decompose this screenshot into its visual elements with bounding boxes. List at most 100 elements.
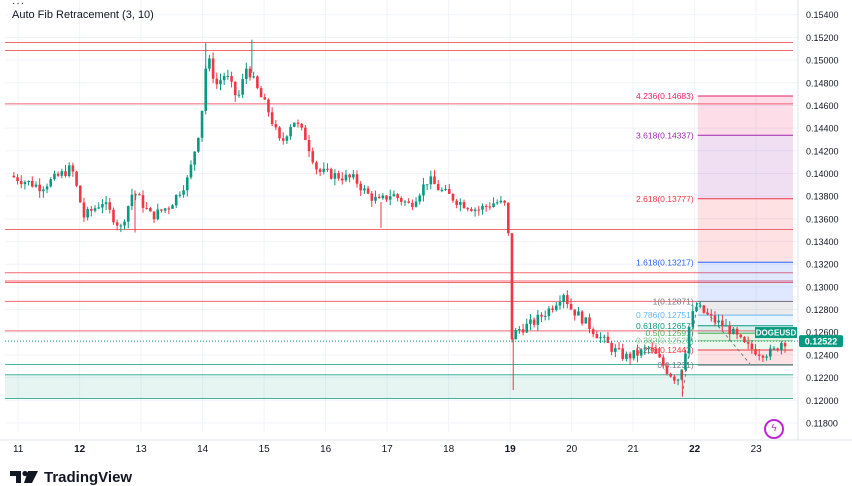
fib-level-label: 0.236(0.12443) bbox=[636, 345, 694, 355]
candle-body bbox=[115, 222, 119, 226]
candle-body bbox=[108, 202, 112, 210]
candle-body bbox=[45, 186, 49, 190]
candle-body bbox=[156, 209, 160, 220]
candle-body bbox=[296, 122, 300, 124]
candle-body bbox=[687, 326, 691, 354]
candle-body bbox=[750, 343, 754, 350]
time-tick-label: 21 bbox=[628, 444, 640, 455]
candle-body bbox=[396, 194, 399, 199]
price-tick-label: 0.12800 bbox=[806, 305, 839, 315]
candle-body bbox=[673, 376, 676, 381]
candle-body bbox=[772, 348, 776, 350]
current-price-badge bbox=[799, 335, 843, 348]
candle-body bbox=[27, 180, 30, 183]
candle-body bbox=[444, 188, 447, 190]
candle-body bbox=[746, 342, 750, 344]
candle-body bbox=[436, 184, 440, 191]
candle-body bbox=[381, 195, 385, 199]
candle-body bbox=[200, 110, 204, 138]
fib-band bbox=[697, 340, 793, 351]
candle-body bbox=[304, 127, 307, 141]
candle-body bbox=[30, 180, 34, 187]
candle-body bbox=[510, 233, 514, 340]
indicator-menu-dots[interactable]: ··· bbox=[12, 0, 25, 9]
candle-body bbox=[311, 151, 315, 163]
candle-body bbox=[595, 334, 599, 339]
candle-body bbox=[93, 208, 97, 211]
candle-body bbox=[222, 76, 226, 81]
candle-body bbox=[82, 202, 86, 218]
time-tick-label: 23 bbox=[751, 444, 763, 455]
candle-body bbox=[599, 337, 602, 339]
candle-body bbox=[388, 196, 392, 200]
fib-extension-drawing: 4.236(0.14683) 3.618(0.14337) 2.618(0.1377… bbox=[636, 91, 793, 395]
candle-body bbox=[248, 68, 252, 78]
candle-body bbox=[477, 209, 481, 211]
candle-body bbox=[588, 317, 591, 330]
fib-band bbox=[697, 315, 793, 326]
symbol-badge[interactable] bbox=[755, 327, 797, 339]
candle-body bbox=[359, 183, 363, 191]
candle-body bbox=[56, 173, 60, 176]
fib-level-label: 4.236(0.14683) bbox=[636, 91, 694, 101]
price-tick-label: 0.14800 bbox=[806, 78, 839, 88]
candle-body bbox=[403, 201, 407, 203]
fib-band bbox=[697, 333, 793, 341]
candle-body bbox=[459, 202, 462, 205]
candle-body bbox=[706, 312, 709, 315]
candle-body bbox=[385, 195, 388, 200]
candle-body bbox=[112, 209, 115, 223]
candle-body bbox=[263, 97, 267, 100]
candle-body bbox=[721, 320, 724, 327]
candle-body bbox=[189, 164, 193, 178]
candle-body bbox=[636, 350, 639, 356]
candle-body bbox=[167, 208, 171, 210]
candle-body bbox=[34, 184, 38, 187]
flash-icon[interactable]: ϟ bbox=[764, 419, 784, 439]
candle-body bbox=[97, 207, 101, 209]
price-tick-label: 0.14600 bbox=[806, 101, 839, 111]
candle-body bbox=[591, 329, 595, 335]
price-tick-label: 0.13200 bbox=[806, 260, 839, 270]
tradingview-logo: TradingView bbox=[10, 469, 132, 486]
candle-body bbox=[307, 140, 311, 152]
candle-body bbox=[451, 193, 455, 201]
candle-body bbox=[337, 173, 340, 179]
candle-body bbox=[614, 348, 617, 352]
price-tick-label: 0.12600 bbox=[806, 328, 839, 338]
candle-body bbox=[300, 123, 303, 128]
candle-body bbox=[329, 169, 333, 179]
candle-body bbox=[554, 305, 558, 310]
candle-body bbox=[783, 343, 787, 347]
candle-body bbox=[669, 373, 672, 377]
price-tick-label: 0.13400 bbox=[806, 237, 839, 247]
candle-body bbox=[562, 295, 565, 303]
candle-body bbox=[78, 185, 82, 203]
candle-body bbox=[466, 208, 470, 210]
candle-body bbox=[281, 138, 285, 141]
candle-body bbox=[610, 343, 613, 352]
price-tick-label: 0.14400 bbox=[806, 124, 839, 134]
current-price-label: 0.12522 bbox=[805, 337, 838, 347]
candle-body bbox=[661, 357, 665, 366]
indicator-label[interactable]: Auto Fib Retracement (3, 10) bbox=[12, 9, 154, 21]
fib-band bbox=[697, 198, 793, 263]
candle-body bbox=[625, 353, 628, 359]
candle-body bbox=[67, 165, 71, 176]
candle-body bbox=[525, 323, 529, 333]
candle-body bbox=[492, 203, 495, 207]
time-tick-label: 11 bbox=[13, 444, 24, 455]
candle-body bbox=[676, 379, 680, 381]
candle-body bbox=[174, 194, 178, 206]
candle-body bbox=[643, 348, 647, 350]
candle-body bbox=[632, 350, 636, 359]
candle-body bbox=[551, 308, 554, 310]
candle-body bbox=[178, 194, 182, 196]
candle-body bbox=[455, 200, 458, 205]
candle-body bbox=[19, 181, 23, 185]
candle-body bbox=[399, 198, 403, 202]
candle-body bbox=[193, 151, 196, 165]
candle-body bbox=[566, 295, 569, 305]
candle-body bbox=[16, 177, 19, 182]
